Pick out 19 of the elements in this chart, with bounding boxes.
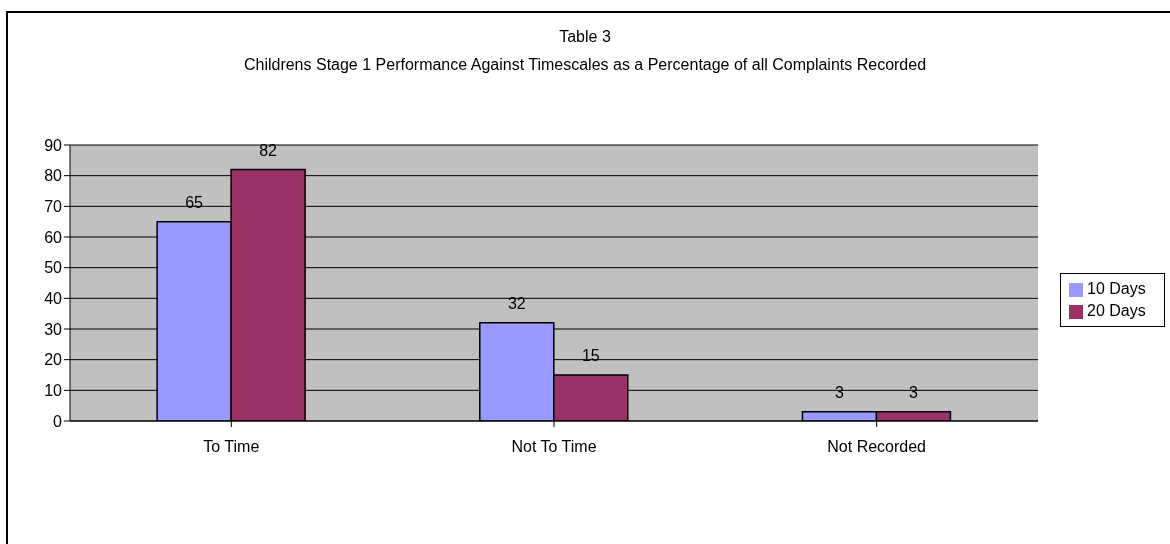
y-tick-label: 0 <box>53 412 63 430</box>
x-tick-label: Not Recorded <box>827 438 927 456</box>
data-label: 82 <box>259 141 278 159</box>
y-tick-label: 40 <box>44 290 63 308</box>
y-tick-label: 60 <box>44 228 63 246</box>
chart-title: Table 3 <box>558 28 612 46</box>
legend-label: 10 Days <box>1087 280 1146 297</box>
y-tick-label: 90 <box>44 136 63 154</box>
y-tick-label: 70 <box>44 198 63 216</box>
data-label: 32 <box>507 294 526 312</box>
y-tick-label: 10 <box>44 382 63 400</box>
x-tick-label: To Time <box>203 438 260 456</box>
y-tick-label: 20 <box>44 351 63 369</box>
y-tick-label: 80 <box>44 167 63 185</box>
y-tick-label: 50 <box>44 259 63 277</box>
y-tick-label: 30 <box>44 320 63 338</box>
chart-subtitle: Childrens Stage 1 Performance Against Timescales as a Percentage of all Complaints Recorded <box>242 56 928 74</box>
x-tick-label: Not To Time <box>511 438 597 456</box>
legend-label: 20 Days <box>1087 302 1146 319</box>
